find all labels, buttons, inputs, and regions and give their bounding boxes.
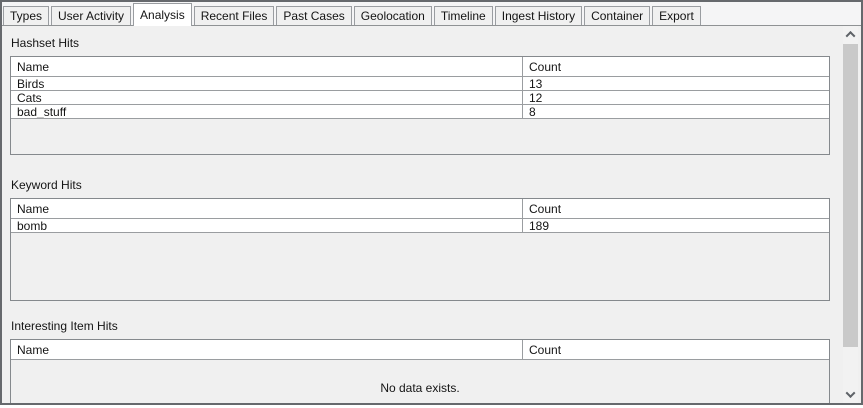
- column-header-name[interactable]: Name: [11, 57, 523, 76]
- hits-table: Name Count bomb 189: [10, 198, 830, 301]
- tab-label: Geolocation: [360, 9, 425, 23]
- hashset-hits-section: Hashset Hits Name Count Birds 13 Cats 12…: [10, 36, 830, 155]
- tab-label: Export: [659, 9, 694, 23]
- chevron-down-icon: [845, 387, 856, 398]
- hits-table: Name Count No data exists.: [10, 339, 830, 403]
- table-empty-area: [11, 119, 829, 154]
- column-header-name[interactable]: Name: [11, 199, 523, 218]
- tab-recent-files[interactable]: Recent Files: [193, 6, 275, 25]
- tab-geolocation[interactable]: Geolocation: [353, 6, 432, 25]
- row-name-cell: Cats: [11, 91, 523, 104]
- table-empty-area: No data exists.: [11, 360, 829, 403]
- scrollbar-thumb[interactable]: [843, 44, 858, 347]
- chevron-up-icon: [845, 30, 856, 41]
- section-title: Hashset Hits: [11, 36, 80, 50]
- tab-user-activity[interactable]: User Activity: [51, 6, 132, 25]
- vertical-scrollbar[interactable]: [843, 26, 858, 403]
- tab-bar: Types User Activity Analysis Recent File…: [2, 2, 861, 26]
- table-rows: Birds 13 Cats 12 bad_stuff 8: [11, 77, 829, 119]
- row-count-cell: 13: [529, 77, 543, 90]
- keyword-hits-section: Keyword Hits Name Count bomb 189: [10, 178, 830, 301]
- hits-table: Name Count Birds 13 Cats 12 bad_stuff 8: [10, 56, 830, 155]
- tab-label: Container: [591, 9, 644, 23]
- row-count-cell: 12: [529, 91, 543, 104]
- section-title: Keyword Hits: [11, 178, 82, 192]
- tab-past-cases[interactable]: Past Cases: [276, 6, 352, 25]
- row-count-cell: 8: [529, 105, 536, 118]
- tab-export[interactable]: Export: [652, 6, 701, 25]
- tab-label: Ingest History: [501, 9, 576, 23]
- analysis-tab-panel: Hashset Hits Name Count Birds 13 Cats 12…: [2, 25, 861, 403]
- scrollbar-up-button[interactable]: [843, 26, 858, 43]
- tab-timeline[interactable]: Timeline: [433, 6, 493, 25]
- column-header-count[interactable]: Count: [529, 201, 562, 216]
- tab-label: Recent Files: [200, 9, 268, 23]
- tab-label: Types: [10, 9, 43, 23]
- column-header-count[interactable]: Count: [529, 59, 562, 74]
- row-count-cell: 189: [529, 219, 550, 232]
- table-rows: bomb 189: [11, 219, 829, 233]
- table-row[interactable]: bad_stuff 8: [11, 105, 829, 119]
- row-name-cell: bomb: [11, 219, 523, 232]
- analysis-sections: Hashset Hits Name Count Birds 13 Cats 12…: [10, 36, 830, 403]
- no-data-message: No data exists.: [380, 381, 460, 395]
- tab-container[interactable]: Container: [584, 6, 651, 25]
- tab-label: Past Cases: [283, 9, 345, 23]
- column-header-name[interactable]: Name: [11, 340, 523, 359]
- tab-ingest-history[interactable]: Ingest History: [494, 6, 583, 25]
- interesting-item-hits-section: Interesting Item Hits Name Count No data…: [10, 319, 830, 403]
- tab-label: Analysis: [140, 7, 185, 22]
- tab-label: Timeline: [440, 9, 486, 23]
- tab-analysis[interactable]: Analysis: [133, 3, 192, 26]
- table-row[interactable]: Cats 12: [11, 91, 829, 105]
- section-title: Interesting Item Hits: [11, 319, 118, 333]
- column-header-count[interactable]: Count: [529, 342, 562, 357]
- table-empty-area: [11, 233, 829, 300]
- row-name-cell: bad_stuff: [11, 105, 523, 118]
- table-row[interactable]: bomb 189: [11, 219, 829, 233]
- tab-types[interactable]: Types: [3, 6, 50, 25]
- table-row[interactable]: Birds 13: [11, 77, 829, 91]
- row-name-cell: Birds: [11, 77, 523, 90]
- table-header-row: Name Count: [11, 340, 829, 360]
- table-header-row: Name Count: [11, 57, 829, 77]
- scrollbar-down-button[interactable]: [843, 386, 858, 402]
- tab-label: User Activity: [58, 9, 125, 23]
- table-header-row: Name Count: [11, 199, 829, 219]
